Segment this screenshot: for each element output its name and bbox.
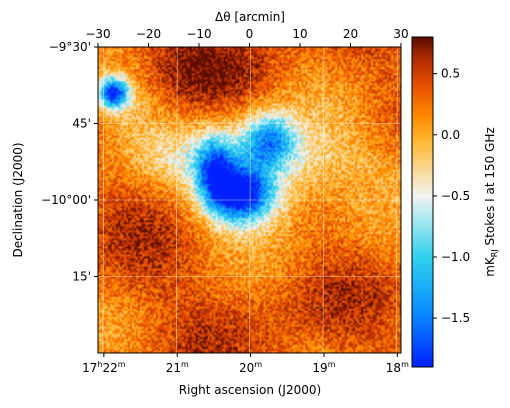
- left-axis-ticks: −9°30' 45' −10°00' 15': [41, 40, 98, 284]
- left-tick-label: −10°00': [41, 193, 91, 207]
- colorbar-tick-label: 0.0: [441, 128, 460, 142]
- top-tick-label: 30: [393, 27, 408, 41]
- left-tick-label: 45': [72, 117, 91, 131]
- left-tick-label: −9°30': [49, 40, 91, 54]
- colorbar-tick-label: −1.0: [441, 250, 470, 264]
- colorbar-label-sub: RJ: [490, 249, 499, 257]
- top-tick-label: −10: [186, 27, 211, 41]
- bottom-tick-label: 20m: [239, 360, 262, 375]
- colorbar-tick-label: −0.5: [441, 189, 470, 203]
- bottom-axis-ticks: 17h22m 21m 20m 19m 18m: [82, 353, 409, 375]
- coordinate-grid: [98, 47, 401, 353]
- top-axis-ticks: −30 −20 −10 0 10 20 30: [85, 27, 409, 47]
- top-tick-label: −30: [85, 27, 110, 41]
- colorbar-tick-label: 0.5: [441, 67, 460, 81]
- top-tick-label: 20: [343, 27, 358, 41]
- colorbar-label-mk: mK: [483, 256, 497, 277]
- left-tick-label: 15': [72, 270, 91, 284]
- colorbar-label-rest: Stokes I at 150 GHz: [483, 127, 497, 249]
- colorbar-tick-label: −1.5: [441, 311, 470, 325]
- colorbar-gradient: [411, 36, 434, 368]
- bottom-axis-label: Right ascension (J2000): [179, 383, 321, 397]
- bottom-tick-label: 19m: [312, 360, 335, 375]
- top-axis-label: Δθ [arcmin]: [215, 10, 285, 24]
- bottom-tick-label: 18m: [386, 360, 409, 375]
- left-axis-label: Declination (J2000): [11, 142, 25, 257]
- colorbar-ticks: 0.5 0.0 −0.5 −1.0 −1.5: [433, 67, 470, 325]
- colorbar-label: mKRJ Stokes I at 150 GHz: [483, 127, 499, 277]
- bottom-tick-label: 21m: [166, 360, 189, 375]
- colorbar: 0.5 0.0 −0.5 −1.0 −1.5 mKRJ Stokes I at 150 …: [411, 36, 499, 368]
- top-tick-label: −20: [136, 27, 161, 41]
- top-tick-label: 10: [292, 27, 307, 41]
- top-tick-label: 0: [246, 27, 254, 41]
- bottom-tick-label: 17h22m: [82, 360, 126, 375]
